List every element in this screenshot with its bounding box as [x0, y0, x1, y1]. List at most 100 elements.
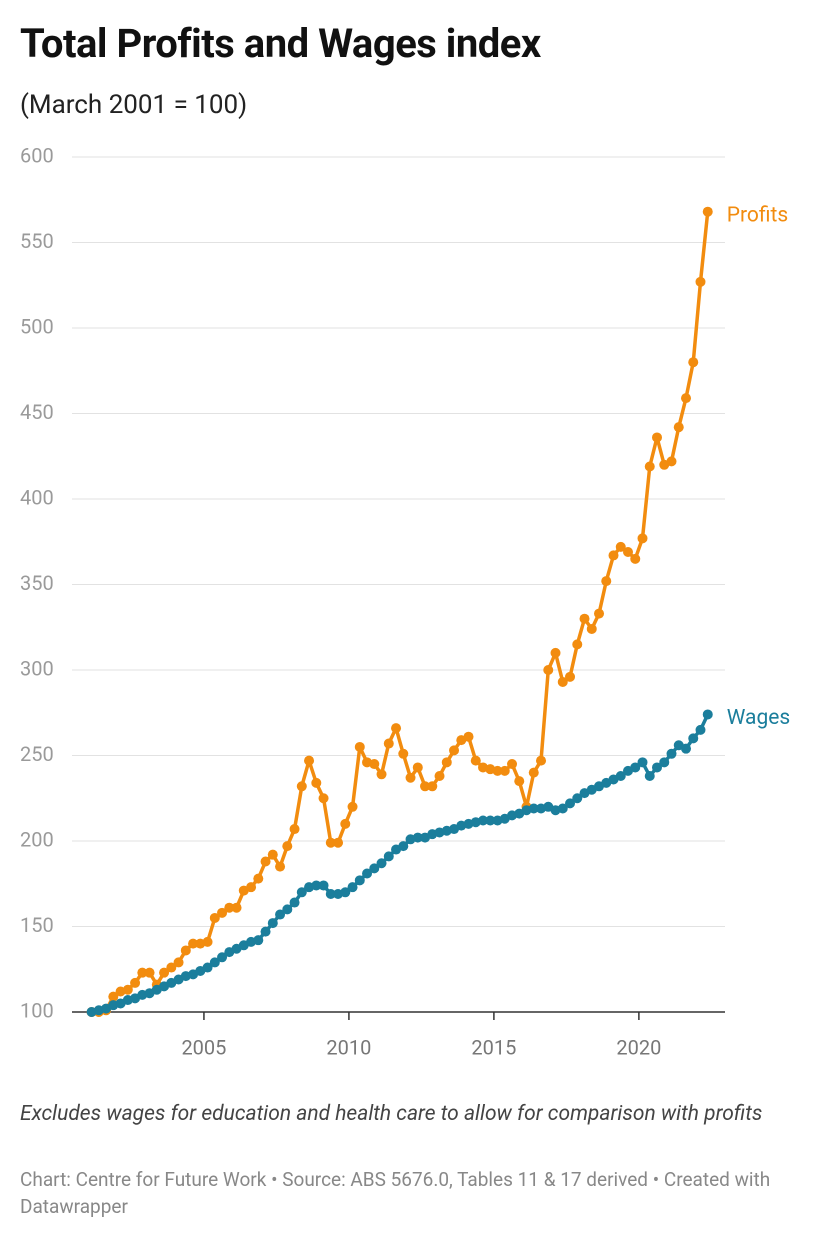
data-point: [224, 902, 235, 913]
data-point: [579, 613, 590, 624]
data-point: [202, 936, 213, 947]
data-point: [688, 357, 699, 368]
data-point: [304, 755, 315, 766]
data-point: [369, 863, 380, 874]
data-point: [340, 887, 351, 898]
data-point: [333, 837, 344, 848]
data-point: [217, 907, 228, 918]
data-point: [659, 757, 670, 768]
data-point: [420, 781, 431, 792]
data-point: [412, 832, 423, 843]
data-point: [144, 967, 155, 978]
data-point: [427, 781, 438, 792]
data-point: [586, 623, 597, 634]
data-point: [565, 671, 576, 682]
data-point: [652, 432, 663, 443]
data-point: [311, 880, 322, 891]
data-point: [623, 547, 634, 558]
data-point: [369, 759, 380, 770]
data-point: [376, 858, 387, 869]
y-tick-label: 450: [20, 400, 54, 424]
data-point: [680, 743, 691, 754]
data-point: [630, 762, 641, 773]
data-point: [260, 856, 271, 867]
data-point: [499, 765, 510, 776]
data-point: [695, 724, 706, 735]
data-point: [137, 967, 148, 978]
data-point: [289, 897, 300, 908]
data-point: [166, 962, 177, 973]
y-tick-label: 250: [20, 742, 54, 766]
x-tick-label: 2020: [616, 1035, 661, 1059]
data-point: [666, 748, 677, 759]
chart-source: Chart: Centre for Future Work • Source: …: [20, 1168, 771, 1218]
data-point: [688, 733, 699, 744]
series-label: Wages: [727, 706, 790, 730]
data-point: [260, 926, 271, 937]
data-point: [514, 776, 525, 787]
data-point: [615, 771, 626, 782]
y-tick-label: 400: [20, 485, 54, 509]
y-tick-label: 500: [20, 314, 54, 338]
data-point: [217, 952, 228, 963]
data-point: [536, 755, 547, 766]
data-point: [354, 875, 365, 886]
y-tick-label: 600: [20, 143, 54, 167]
data-point: [449, 745, 460, 756]
data-point: [680, 393, 691, 404]
data-point: [282, 904, 293, 915]
data-point: [253, 873, 264, 884]
data-point: [362, 868, 373, 879]
data-point: [543, 665, 554, 675]
data-point: [275, 909, 286, 920]
data-point: [347, 801, 358, 812]
x-tick-label: 2005: [181, 1035, 226, 1059]
data-point: [296, 781, 307, 792]
data-point: [572, 793, 583, 804]
data-point: [267, 849, 278, 860]
data-point: [615, 541, 626, 552]
data-point: [528, 803, 539, 814]
y-tick-label: 100: [20, 998, 54, 1022]
data-point: [159, 967, 170, 978]
data-point: [376, 769, 387, 780]
data-point: [434, 771, 445, 782]
data-point: [173, 957, 184, 968]
data-point: [267, 918, 278, 929]
y-tick-label: 300: [20, 656, 54, 680]
data-point: [478, 815, 489, 826]
data-point: [282, 841, 293, 852]
data-point: [340, 818, 351, 829]
data-point: [492, 765, 503, 776]
data-point: [275, 861, 286, 872]
data-point: [637, 533, 648, 544]
series-label: Profits: [727, 203, 788, 227]
data-point: [485, 815, 496, 826]
data-point: [405, 772, 416, 783]
data-point: [644, 461, 655, 472]
data-point: [557, 676, 568, 687]
data-point: [318, 880, 329, 891]
data-point: [507, 759, 518, 770]
data-point: [550, 647, 561, 658]
data-point: [311, 777, 322, 788]
data-point: [557, 803, 568, 814]
series-line: [91, 211, 710, 1014]
data-point: [383, 738, 394, 749]
series-line: [91, 713, 710, 1014]
data-point: [180, 945, 191, 956]
x-tick-label: 2015: [471, 1035, 516, 1059]
data-point: [108, 991, 119, 1002]
data-point: [398, 841, 409, 852]
data-point: [572, 639, 583, 650]
data-point: [325, 837, 336, 848]
data-point: [347, 882, 358, 893]
x-tick-label: 2010: [326, 1035, 371, 1059]
data-point: [325, 889, 336, 900]
data-point: [470, 755, 481, 766]
data-point: [652, 762, 663, 773]
data-point: [122, 984, 133, 995]
data-point: [528, 767, 539, 778]
